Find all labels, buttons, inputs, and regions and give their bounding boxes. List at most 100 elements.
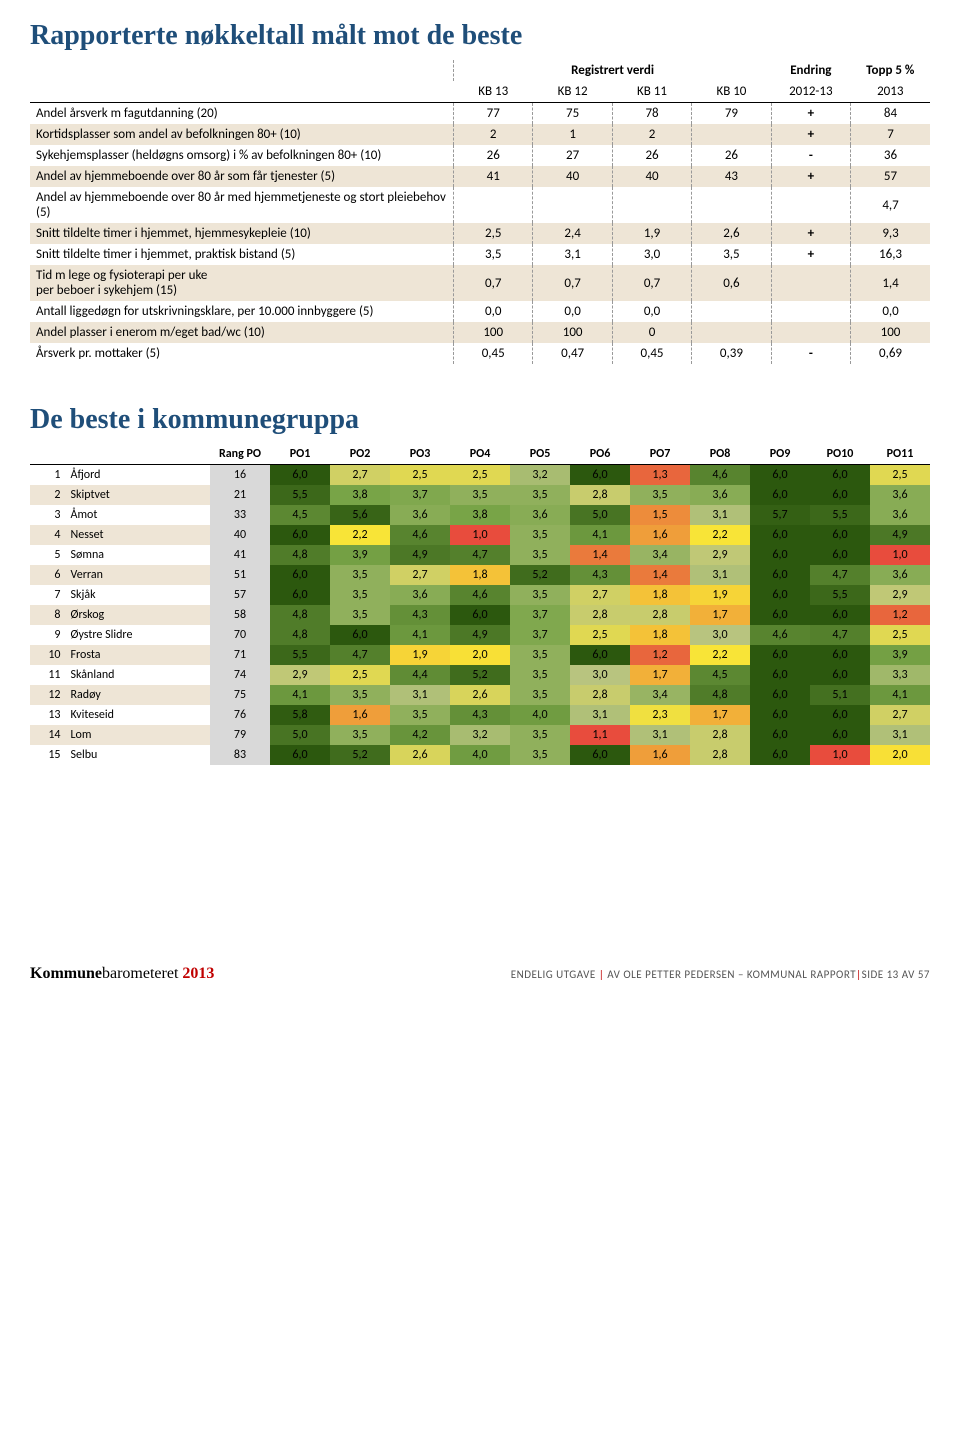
page-title-2: De beste i kommunegruppa xyxy=(30,404,930,436)
cell-name: Frosta xyxy=(67,645,210,665)
row-label: Sykehjemsplasser (heldøgns omsorg) i % a… xyxy=(30,145,454,166)
cell-endring xyxy=(771,187,850,223)
cell-po: 5,0 xyxy=(270,725,330,745)
cell-po: 6,0 xyxy=(450,605,510,625)
table-row: 1Åfjord166,02,72,52,53,26,01,34,66,06,02… xyxy=(30,465,930,486)
cell-po: 3,5 xyxy=(510,685,570,705)
cell-po: 3,5 xyxy=(510,645,570,665)
cell-po: 2,5 xyxy=(870,625,930,645)
cell-topp: 57 xyxy=(851,166,930,187)
table-row: 5Sømna414,83,94,94,73,51,43,42,96,06,01,… xyxy=(30,545,930,565)
cell-po: 3,6 xyxy=(510,505,570,525)
cell-po: 3,5 xyxy=(510,545,570,565)
table-row: 13Kviteseid765,81,63,54,34,03,12,31,76,0… xyxy=(30,705,930,725)
cell-kb11: 26 xyxy=(612,145,691,166)
cell-po: 4,4 xyxy=(390,665,450,685)
cell-po: 2,5 xyxy=(390,465,450,486)
cell-po: 3,0 xyxy=(690,625,750,645)
cell-kb12: 75 xyxy=(533,103,612,125)
cell-po: 3,6 xyxy=(870,505,930,525)
cell-rank: 15 xyxy=(30,745,67,765)
table-row: 2Skiptvet215,53,83,73,53,52,83,53,66,06,… xyxy=(30,485,930,505)
table-row: 12Radøy754,13,53,12,63,52,83,44,86,05,14… xyxy=(30,685,930,705)
cell-po: 3,8 xyxy=(330,485,390,505)
cell-kb10 xyxy=(692,187,771,223)
col-2012-13: 2012-13 xyxy=(771,81,850,103)
cell-po: 2,8 xyxy=(690,745,750,765)
cell-kb13: 2,5 xyxy=(454,223,533,244)
cell-topp: 4,7 xyxy=(851,187,930,223)
cell-po: 6,0 xyxy=(750,525,810,545)
table-row: Andel årsverk m fagutdanning (20)7775787… xyxy=(30,103,930,125)
row-label: Kortidsplasser som andel av befolkningen… xyxy=(30,124,454,145)
cell-rang: 16 xyxy=(210,465,270,486)
col-kb11: KB 11 xyxy=(612,81,691,103)
cell-kb12: 3,1 xyxy=(533,244,612,265)
cell-rank: 11 xyxy=(30,665,67,685)
cell-kb10: 79 xyxy=(692,103,771,125)
cell-po: 5,6 xyxy=(330,505,390,525)
cell-po: 4,8 xyxy=(690,685,750,705)
cell-name: Åfjord xyxy=(67,465,210,486)
col-po: PO5 xyxy=(510,444,570,465)
cell-po: 6,0 xyxy=(750,705,810,725)
cell-po: 1,0 xyxy=(810,745,870,765)
cell-po: 2,5 xyxy=(330,665,390,685)
cell-kb11: 2 xyxy=(612,124,691,145)
cell-po: 2,6 xyxy=(390,745,450,765)
cell-po: 3,9 xyxy=(870,645,930,665)
cell-rang: 57 xyxy=(210,585,270,605)
cell-po: 4,5 xyxy=(690,665,750,685)
cell-po: 3,6 xyxy=(690,485,750,505)
cell-rank: 8 xyxy=(30,605,67,625)
cell-po: 3,5 xyxy=(510,745,570,765)
cell-po: 3,1 xyxy=(870,725,930,745)
cell-po: 3,1 xyxy=(690,505,750,525)
cell-po: 4,3 xyxy=(390,605,450,625)
cell-po: 3,9 xyxy=(330,545,390,565)
col-po: PO3 xyxy=(390,444,450,465)
cell-po: 1,0 xyxy=(450,525,510,545)
cell-po: 6,0 xyxy=(810,605,870,625)
col-blank2 xyxy=(30,81,454,103)
cell-kb13: 77 xyxy=(454,103,533,125)
cell-po: 2,5 xyxy=(570,625,630,645)
cell-rang: 71 xyxy=(210,645,270,665)
cell-kb11: 0 xyxy=(612,322,691,343)
cell-po: 3,7 xyxy=(510,605,570,625)
cell-po: 3,5 xyxy=(330,585,390,605)
cell-po: 3,2 xyxy=(510,465,570,486)
cell-kb10: 43 xyxy=(692,166,771,187)
cell-po: 2,5 xyxy=(870,465,930,486)
cell-rang: 75 xyxy=(210,685,270,705)
cell-po: 5,5 xyxy=(810,585,870,605)
cell-po: 6,0 xyxy=(330,625,390,645)
cell-po: 1,1 xyxy=(570,725,630,745)
best-in-group-table: Rang PO PO1PO2PO3PO4PO5PO6PO7PO8PO9PO10P… xyxy=(30,444,930,765)
cell-po: 2,0 xyxy=(870,745,930,765)
cell-topp: 84 xyxy=(851,103,930,125)
cell-endring: + xyxy=(771,166,850,187)
cell-name: Åmot xyxy=(67,505,210,525)
cell-name: Sømna xyxy=(67,545,210,565)
cell-po: 3,3 xyxy=(870,665,930,685)
cell-po: 6,0 xyxy=(810,665,870,685)
cell-endring: + xyxy=(771,124,850,145)
cell-kb13: 0,45 xyxy=(454,343,533,364)
cell-po: 6,0 xyxy=(750,725,810,745)
cell-po: 1,9 xyxy=(390,645,450,665)
cell-topp: 9,3 xyxy=(851,223,930,244)
table-row: 4Nesset406,02,24,61,03,54,11,62,26,06,04… xyxy=(30,525,930,545)
cell-po: 4,1 xyxy=(270,685,330,705)
cell-po: 3,5 xyxy=(330,565,390,585)
table-row: 3Åmot334,55,63,63,83,65,01,53,15,75,53,6 xyxy=(30,505,930,525)
cell-rang: 33 xyxy=(210,505,270,525)
table-row: Snitt tildelte timer i hjemmet, hjemmesy… xyxy=(30,223,930,244)
cell-po: 4,8 xyxy=(270,605,330,625)
col-po: PO4 xyxy=(450,444,510,465)
cell-po: 1,8 xyxy=(450,565,510,585)
cell-kb13 xyxy=(454,187,533,223)
cell-po: 5,5 xyxy=(270,485,330,505)
table-row: Andel av hjemmeboende over 80 år med hje… xyxy=(30,187,930,223)
cell-kb10: 3,5 xyxy=(692,244,771,265)
